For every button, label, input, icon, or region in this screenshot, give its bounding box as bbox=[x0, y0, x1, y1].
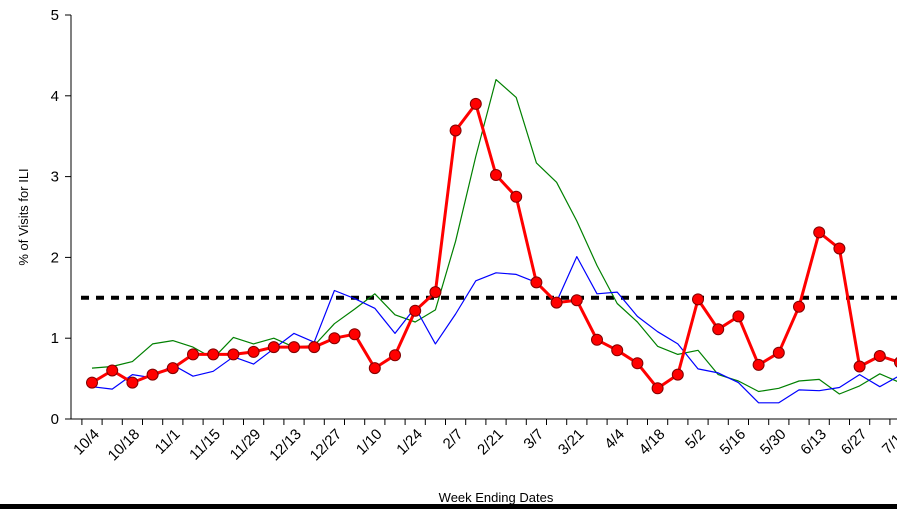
series-group bbox=[86, 78, 897, 404]
x-tick-label: 4/18 bbox=[636, 426, 669, 459]
data-point bbox=[187, 348, 199, 361]
data-point bbox=[752, 358, 765, 371]
data-point bbox=[873, 350, 886, 362]
data-point bbox=[772, 346, 785, 359]
data-point bbox=[146, 368, 159, 381]
x-tick-label: 2/21 bbox=[474, 426, 507, 459]
axes bbox=[70, 15, 897, 420]
y-axis-title: % of Visits for ILI bbox=[16, 168, 31, 265]
x-tick-label: 6/27 bbox=[838, 426, 871, 459]
data-point bbox=[833, 242, 846, 255]
data-point bbox=[611, 344, 624, 357]
x-tick-label: 4/4 bbox=[601, 426, 628, 453]
data-point bbox=[631, 357, 644, 370]
x-tick-label: 2/7 bbox=[440, 426, 467, 453]
data-point bbox=[308, 341, 321, 354]
x-tick-label: 5/16 bbox=[717, 426, 750, 459]
data-point bbox=[368, 362, 381, 375]
y-tick-label: 3 bbox=[51, 169, 59, 186]
data-point bbox=[732, 310, 745, 323]
data-point bbox=[570, 294, 583, 307]
x-tick-label: 3/21 bbox=[555, 426, 588, 459]
x-tick-label: 10/18 bbox=[105, 426, 144, 465]
x-tick-label: 10/4 bbox=[70, 426, 103, 459]
y-tick-label: 5 bbox=[51, 7, 59, 24]
x-axis-title: Week Ending Dates bbox=[439, 490, 554, 505]
data-point bbox=[813, 226, 826, 239]
data-point bbox=[530, 276, 543, 289]
y-tick-label: 2 bbox=[51, 249, 59, 266]
x-tick-label: 11/29 bbox=[227, 426, 265, 464]
y-tick-label: 1 bbox=[51, 330, 59, 347]
x-tick-label: 11/1 bbox=[152, 426, 184, 458]
x-tick-label: 3/7 bbox=[520, 426, 547, 453]
series-line bbox=[91, 102, 897, 390]
y-tick-labels: 0 1 2 3 4 5 bbox=[51, 7, 59, 428]
bottom-border bbox=[0, 504, 897, 509]
data-point bbox=[166, 362, 179, 375]
x-tick-label: 11/15 bbox=[186, 426, 224, 464]
data-point bbox=[106, 364, 119, 377]
data-point bbox=[510, 190, 523, 203]
data-point bbox=[288, 341, 300, 354]
x-tick-label: 7/11 bbox=[879, 426, 897, 458]
series-line bbox=[91, 78, 897, 395]
data-point bbox=[591, 333, 603, 346]
data-point bbox=[712, 323, 725, 336]
data-point bbox=[126, 376, 139, 389]
data-point bbox=[469, 97, 482, 110]
data-point bbox=[267, 341, 280, 354]
x-tick-label: 5/2 bbox=[682, 426, 709, 453]
data-point bbox=[247, 345, 260, 358]
data-point bbox=[86, 376, 98, 389]
data-point bbox=[651, 382, 664, 395]
data-point bbox=[550, 296, 563, 309]
data-point bbox=[793, 300, 805, 313]
data-point bbox=[328, 332, 341, 345]
data-point bbox=[894, 357, 897, 368]
x-tick-label: 12/13 bbox=[266, 426, 305, 465]
x-tick-label: 12/27 bbox=[307, 426, 346, 465]
x-tick-labels: 10/4 10/18 11/1 11/15 11/29 12/13 12/27 1/10 1/2… bbox=[70, 426, 897, 465]
data-point bbox=[490, 169, 502, 181]
y-tick-label: 4 bbox=[51, 88, 59, 105]
data-point bbox=[389, 349, 401, 362]
tick-marks bbox=[65, 14, 891, 425]
data-point bbox=[207, 348, 220, 361]
data-point bbox=[227, 348, 240, 361]
data-point bbox=[409, 304, 422, 317]
data-point bbox=[692, 293, 704, 306]
data-point bbox=[449, 124, 462, 137]
data-point bbox=[853, 360, 866, 373]
x-tick-label: 1/24 bbox=[393, 426, 426, 459]
y-tick-label: 0 bbox=[51, 411, 59, 428]
x-tick-label: 1/10 bbox=[353, 426, 386, 459]
data-point bbox=[429, 286, 442, 299]
data-point bbox=[348, 328, 361, 341]
x-tick-label: 6/13 bbox=[797, 426, 830, 459]
data-point bbox=[671, 368, 684, 381]
series-line bbox=[91, 256, 897, 404]
x-tick-label: 5/30 bbox=[757, 426, 790, 459]
